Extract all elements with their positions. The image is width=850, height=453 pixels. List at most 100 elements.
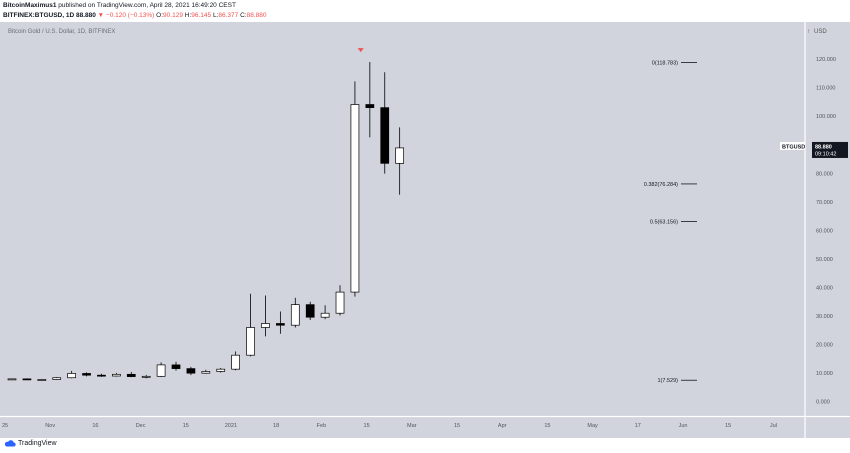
x-tick-label: 16 [92, 423, 98, 429]
price-symbol-text: BTGUSD [782, 144, 805, 150]
price-symbol-box [780, 141, 805, 150]
candle-body [201, 371, 211, 374]
open-value: 90.129 [163, 12, 183, 19]
candle-body [261, 323, 270, 328]
candle-body [7, 378, 17, 381]
y-tick-label: 0.000 [816, 400, 830, 406]
y-tick-label: 30.000 [816, 314, 833, 320]
y-tick-label: 70.000 [816, 200, 833, 206]
candle-body [112, 373, 121, 377]
high-label: H: [184, 12, 192, 19]
plot-area[interactable] [0, 22, 805, 416]
price-axis-area[interactable] [805, 22, 850, 416]
candle-body [171, 364, 181, 369]
fib-level-label: 0(118.783) [652, 61, 678, 67]
y-tick-label: 40.000 [816, 286, 833, 292]
candle-body [82, 373, 91, 376]
candle-body [37, 379, 47, 381]
tradingview-cloud-icon [4, 440, 16, 447]
candle-body [276, 323, 285, 326]
y-tick-label: 20.000 [816, 343, 833, 349]
x-tick-label: May [587, 423, 598, 429]
x-tick-label: Mar [407, 423, 417, 429]
chart-title: Bitcoin Gold / U.S. Dollar, 1D, BITFINEX [8, 29, 115, 35]
x-tick-label: 15 [183, 423, 189, 429]
candle-body [186, 368, 196, 374]
x-tick-label: Jul [770, 423, 777, 429]
candle-body [156, 364, 166, 377]
candle-body [216, 368, 226, 372]
author-name[interactable]: BitcoinMaximus1 [3, 2, 57, 9]
x-tick-label: 17 [635, 423, 641, 429]
candle-body [67, 373, 76, 379]
candle-body [320, 312, 330, 318]
candle-body [126, 373, 136, 377]
candle-body [380, 107, 390, 164]
candle-body [350, 104, 360, 293]
candle-body [231, 354, 240, 370]
currency-icon: ↑ [807, 29, 810, 35]
x-tick-label: 15 [364, 423, 370, 429]
price-chart[interactable]: Bitcoin Gold / U.S. Dollar, 1D, BITFINEX… [0, 22, 850, 440]
y-tick-label: 100.000 [816, 114, 836, 120]
close-label: C: [240, 12, 247, 19]
fib-levels: 0(118.783) 0.382(76.284) 0.5(63.156) 1(7.52… [644, 61, 697, 384]
change-down-icon: ▼ [97, 12, 105, 19]
brand-text: TradingView [18, 439, 57, 447]
x-tick-label: Jun [679, 423, 688, 429]
x-tick-label: 15 [454, 423, 460, 429]
candle-body [335, 291, 345, 314]
candle-body [97, 374, 106, 377]
candle-body [22, 378, 32, 381]
last-price: 88.880 [75, 12, 96, 19]
currency-label: USD [814, 29, 827, 35]
price-value-text: 88.880 [815, 144, 832, 150]
y-tick-label: 60.000 [816, 228, 833, 234]
candle-body [395, 147, 405, 164]
x-tick-label: 18 [273, 423, 279, 429]
x-tick-label: Dec [136, 423, 146, 429]
candle-body [365, 104, 375, 109]
candle-body [305, 304, 315, 318]
x-tick-label: Feb [317, 423, 326, 429]
y-tick-label: 10.000 [816, 371, 833, 377]
top-marker [357, 48, 364, 53]
top-marker-arrow [357, 48, 364, 53]
tradingview-logo[interactable]: TradingView [4, 439, 57, 447]
candles [7, 61, 405, 381]
x-tick-label: Apr [498, 423, 507, 429]
low-label: L: [212, 12, 219, 19]
time-axis-area[interactable] [0, 416, 850, 440]
y-tick-label: 80.000 [816, 171, 833, 177]
price-countdown-text: 09:10:42 [815, 151, 836, 157]
chart-header: BitcoinMaximus1 published on TradingView… [0, 0, 850, 22]
y-tick-label: 120.000 [816, 57, 836, 63]
symbol-label[interactable]: BITFINEX:BTGUSD, 1D [3, 12, 75, 19]
candle-body [141, 375, 151, 378]
price-value-box [812, 141, 848, 158]
ohlc-line: BITFINEX:BTGUSD, 1D 88.880 ▼ −0.120 (−0.… [3, 12, 266, 19]
x-axis-ticks: 25 Nov 16 Dec 15 2021 18 Feb 15 Mar 15 Apr 15 May 17 Ju… [2, 423, 777, 429]
high-value: 96.145 [191, 12, 212, 19]
publish-info: published on TradingView.com, April 28, … [56, 2, 236, 9]
x-tick-label: 25 [2, 423, 8, 429]
x-tick-label: 2021 [225, 423, 237, 429]
open-label: O: [156, 12, 164, 19]
x-tick-label: 15 [725, 423, 731, 429]
price-change: −0.120 (−0.13%) [105, 12, 155, 19]
candle-body [246, 327, 255, 356]
x-tick-label: Nov [45, 423, 55, 429]
fib-level-label: 1(7.529) [658, 378, 679, 384]
y-tick-label: 110.000 [816, 86, 835, 92]
candle-body [52, 377, 62, 380]
candle-body [290, 304, 300, 326]
fib-level-label: 0.382(76.284) [644, 182, 678, 188]
low-value: 86.377 [218, 12, 239, 19]
footer: TradingView [0, 438, 850, 453]
x-tick-label: 15 [544, 423, 550, 429]
y-tick-label: 50.000 [816, 257, 833, 263]
fib-level-label: 0.5(63.156) [650, 219, 678, 225]
close-value: 88.880 [246, 12, 267, 19]
publish-line: BitcoinMaximus1 published on TradingView… [3, 2, 236, 9]
